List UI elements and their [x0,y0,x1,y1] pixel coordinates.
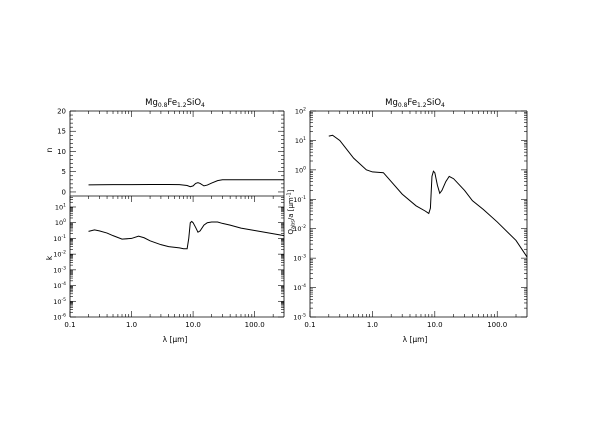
k-panel-x-tick-label: 0.1 [64,321,75,329]
n-panel-series-line [88,179,284,188]
k-panel-x-tick-label: 1.0 [126,321,137,329]
k-panel-y-tick-label: 10-4 [53,281,66,290]
k-panel-y-tick-label: 10-6 [53,313,66,322]
qabs-panel-y-tick-label: 101 [295,136,306,145]
k-panel-x-tick-label: 10.0 [185,321,201,329]
n-panel-y-tick-label: 5 [62,168,66,176]
k-panel-y-tick-label: 10-2 [53,250,66,259]
qabs-panel-y-tick-label: 100 [295,165,306,174]
k-panel-x-tick-label: 100.0 [245,321,265,329]
qabs-panel-x-tick-label: 10.0 [427,321,443,329]
k-axis-label: k [45,255,54,260]
right-chart-title: Mg0.8Fe1.2SiO4 [385,98,445,109]
n-panel: 0 5 10 15 20 [57,108,285,196]
n-panel-y-tick-label: 0 [62,188,66,196]
qabs-panel-series-line [328,134,528,258]
left-x-axis-label: λ [μm] [163,335,188,344]
k-panel: 0.1 1.0 10.0 100.0 101 100 10-1 10-2 10-3 10-4 10-… [53,195,285,329]
qabs-panel-x-tick-label: 1.0 [367,321,378,329]
qabs-panel-y-tick-label: 10-3 [293,254,306,263]
qabs-panel-y-tick-label: 10-4 [293,283,306,292]
qabs-panel: 0.1 1.0 10.0 100.0 102 101 100 10-1 10-2 10-3 10-4… [293,107,528,329]
qabs-panel-y-tick-label: 10-5 [293,313,306,322]
qabs-panel-y-tick-label: 10-1 [293,195,306,204]
qabs-axis-label: Qabs/a [μm-1] [287,189,297,234]
qabs-panel-y-tick-label: 10-2 [293,224,306,233]
n-panel-y-tick-label: 15 [57,128,66,136]
qabs-panel-y-tick-label: 102 [295,107,306,116]
k-panel-y-tick-label: 101 [55,202,66,211]
qabs-panel-x-tick-label: 100.0 [487,321,507,329]
right-x-axis-label: λ [μm] [403,335,428,344]
k-panel-y-tick-label: 10-5 [53,297,66,306]
qabs-panel-x-tick-label: 0.1 [304,321,315,329]
k-panel-y-tick-label: 100 [55,218,66,227]
k-panel-series-line [88,220,285,250]
k-panel-y-tick-label: 10-3 [53,265,66,274]
n-panel-y-tick-label: 10 [57,148,66,156]
n-panel-y-tick-label: 20 [57,108,66,116]
left-chart-title: Mg0.8Fe1.2SiO4 [145,98,205,109]
n-axis-label: n [45,147,54,152]
k-panel-y-tick-label: 10-1 [53,234,66,243]
